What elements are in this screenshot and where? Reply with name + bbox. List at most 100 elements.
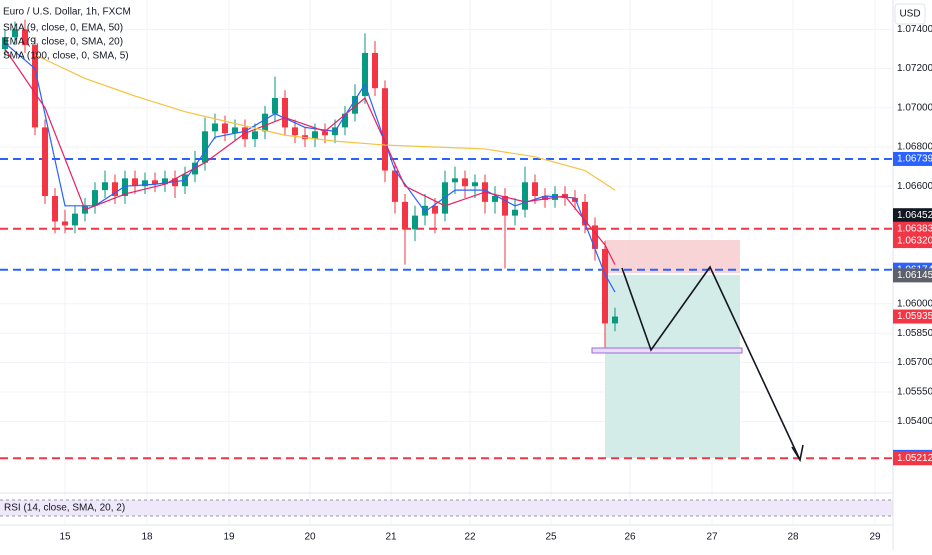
legend: SMA (9, close, 0, EMA, 50) EMA (9, close,… xyxy=(3,23,129,62)
candle-body xyxy=(402,201,408,230)
candle-body xyxy=(492,196,498,202)
price-tag xyxy=(893,234,932,249)
candle-body xyxy=(162,178,168,185)
y-tick-label: 1.05400 xyxy=(897,416,932,427)
x-tick-label: 21 xyxy=(385,532,397,543)
zone-box xyxy=(591,347,743,354)
candle-body xyxy=(592,225,598,249)
candle-body xyxy=(432,205,438,214)
price-tag-label: 1.06452 xyxy=(897,210,932,221)
candle-body xyxy=(352,96,358,114)
candle-body xyxy=(522,182,528,210)
y-tick-label: 1.05550 xyxy=(897,387,932,398)
price-tag xyxy=(893,208,932,223)
price-tag-label: 1.06145 xyxy=(897,270,932,281)
stop-zone xyxy=(605,240,740,273)
chart-title: Euro / U.S. Dollar, 1h, FXCM xyxy=(3,7,131,18)
price-tag xyxy=(893,309,932,324)
candle-body xyxy=(412,215,418,230)
candle-body xyxy=(122,178,128,196)
price-tag xyxy=(893,268,932,283)
candle-body xyxy=(222,123,228,134)
candle-body xyxy=(282,98,288,128)
price-tag-label: 1.06383 xyxy=(897,223,932,234)
candle-body xyxy=(172,178,178,187)
axis-labels: 1.07400 1.07200 1.07000 1.06800 1.06600 1.060… xyxy=(59,24,932,543)
candle-body xyxy=(312,131,318,140)
x-tick-label: 20 xyxy=(304,532,316,543)
y-tick-label: 1.06600 xyxy=(897,181,932,192)
candle-body xyxy=(12,29,18,38)
price-tag-label: 1.06739 xyxy=(897,154,932,165)
price-tag xyxy=(893,151,932,166)
y-tick-label: 1.06800 xyxy=(897,142,932,153)
candle-body xyxy=(132,178,138,187)
x-tick-label: 22 xyxy=(464,532,476,543)
price-tag xyxy=(893,451,932,466)
candle-body xyxy=(142,180,148,187)
candle-body xyxy=(202,131,208,163)
x-tick-label: 26 xyxy=(624,532,636,543)
x-tick-label: 28 xyxy=(787,532,799,543)
candle-body xyxy=(612,316,618,324)
legend-entry: SMA (100, close, 0, SMA, 5) xyxy=(3,51,129,62)
y-tick-label: 1.06000 xyxy=(897,298,932,309)
candle-body xyxy=(252,131,258,140)
currency[interactable]: USD xyxy=(899,9,920,20)
candle-body xyxy=(272,98,278,114)
x-tick-label: 18 xyxy=(141,532,153,543)
price-tag-label: 1.06320 xyxy=(897,236,932,247)
x-tick-label: 15 xyxy=(59,532,71,543)
target-zone xyxy=(605,275,740,458)
y-tick-label: 1.05700 xyxy=(897,357,932,368)
y-tick-label: 1.07200 xyxy=(897,63,932,74)
x-tick-label: 25 xyxy=(545,532,557,543)
candle-body xyxy=(232,127,238,134)
candle-body xyxy=(112,182,118,196)
y-tick-label: 1.07000 xyxy=(897,102,932,113)
candle-body xyxy=(32,45,38,128)
currency-button[interactable] xyxy=(894,3,926,25)
candle-body xyxy=(102,182,108,191)
levels xyxy=(0,157,893,460)
candle-body xyxy=(22,29,28,46)
candle-body xyxy=(372,52,378,89)
candle-body xyxy=(502,196,508,216)
candle-body xyxy=(152,180,158,185)
candle-body xyxy=(42,127,48,196)
price-tag-label: 1.05935 xyxy=(897,311,932,322)
candle-body xyxy=(52,196,58,222)
candle-body xyxy=(462,178,468,187)
x-tick-label: 27 xyxy=(706,532,718,543)
candle-body xyxy=(212,123,218,132)
price-tag xyxy=(893,221,932,236)
candle-body xyxy=(392,170,398,202)
candle-body xyxy=(62,221,68,226)
price-tag-label: 1.05212 xyxy=(897,453,932,464)
candle-body xyxy=(572,197,578,202)
candle-body xyxy=(542,196,548,200)
x-tick-label: 19 xyxy=(223,532,235,543)
x-tick-label: 29 xyxy=(869,532,881,543)
candle-body xyxy=(452,178,458,183)
price-tags: 1.067391.064521.063831.063201.061741.061… xyxy=(893,151,932,466)
candle-body xyxy=(512,209,518,216)
legend-entry: EMA (9, close, 0, SMA, 20) xyxy=(3,37,123,48)
candle-body xyxy=(472,182,478,187)
candle-body xyxy=(362,52,368,97)
candle-body xyxy=(532,182,538,196)
candle-body xyxy=(582,201,588,226)
rsi-label: RSI (14, close, SMA, 20, 2) xyxy=(4,503,125,514)
moving-average xyxy=(4,48,616,265)
rsi-band xyxy=(0,500,893,516)
y-tick-label: 1.07400 xyxy=(897,24,932,35)
legend-entry: SMA (9, close, 0, EMA, 50) xyxy=(3,23,123,34)
projection-path xyxy=(621,265,801,461)
candle-body xyxy=(342,113,348,128)
moving-average xyxy=(34,54,616,191)
candle-body xyxy=(322,131,328,136)
candle-body xyxy=(262,113,268,132)
candle-body xyxy=(72,213,78,226)
